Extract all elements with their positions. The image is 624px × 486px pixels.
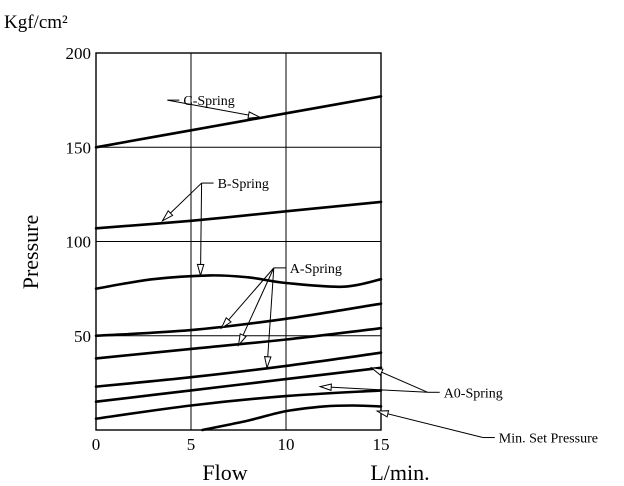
x-axis-unit: L/min. bbox=[370, 460, 429, 485]
annotation-arrow-4-1 bbox=[369, 367, 384, 376]
x-tick-label-10: 10 bbox=[278, 435, 295, 454]
annotation-arrow-4-2 bbox=[318, 383, 332, 392]
annotation-arrow-5-1 bbox=[375, 410, 390, 418]
annotation-label-3: A-Spring bbox=[290, 262, 342, 277]
annotation-arrow-2-1 bbox=[161, 209, 174, 223]
series-line-7 bbox=[94, 366, 383, 403]
series-line-3 bbox=[94, 274, 383, 290]
x-tick-label-5: 5 bbox=[187, 435, 196, 454]
annotation-arrow-1-1 bbox=[247, 111, 262, 119]
annotation-label-5: Min. Set Pressure bbox=[499, 432, 598, 447]
y-tick-label-50: 50 bbox=[74, 327, 91, 346]
series-line-2 bbox=[94, 200, 383, 230]
x-axis-label: Flow bbox=[202, 460, 247, 485]
annotation-arrow-3-2 bbox=[237, 333, 247, 347]
series-line-4 bbox=[94, 302, 383, 338]
annotation-labels: C-Spring B-Spring A-Spring A0-Spring Min. Se… bbox=[183, 94, 598, 446]
annotation-leader-5-1 bbox=[377, 410, 483, 439]
x-tick-label-15: 15 bbox=[373, 435, 390, 454]
y-tick-label-200: 200 bbox=[66, 44, 92, 63]
annotation-leaders bbox=[161, 99, 495, 439]
spring-curves bbox=[94, 95, 383, 432]
annotation-leader-3-3 bbox=[266, 267, 275, 368]
tick-labels: 0 5 10 15 50 100 150 200 bbox=[66, 44, 390, 454]
annotation-arrow-2-2 bbox=[196, 263, 205, 278]
annotation-leader-3-1 bbox=[221, 267, 275, 329]
y-axis-label: Pressure bbox=[18, 215, 43, 290]
annotation-leader-2-2 bbox=[200, 183, 203, 276]
y-tick-label-100: 100 bbox=[66, 233, 92, 252]
annotation-label-4: A0-Spring bbox=[444, 386, 503, 401]
x-tick-label-0: 0 bbox=[92, 435, 101, 454]
series-line-1 bbox=[94, 95, 383, 149]
y-tick-label-150: 150 bbox=[66, 138, 92, 157]
series-line-9 bbox=[201, 404, 383, 432]
series-line-6 bbox=[94, 351, 383, 388]
annotation-leader-3-2 bbox=[238, 267, 275, 346]
annotation-arrow-3-1 bbox=[220, 316, 232, 330]
series-line-8 bbox=[94, 389, 383, 420]
annotation-label-1: C-Spring bbox=[183, 94, 234, 109]
annotation-leader-4-2 bbox=[320, 386, 428, 393]
annotation-leader-1-1 bbox=[167, 99, 260, 118]
annotation-arrow-3-3 bbox=[263, 356, 272, 370]
annotation-label-2: B-Spring bbox=[218, 177, 269, 192]
y-axis-unit: Kgf/cm² bbox=[4, 12, 68, 33]
